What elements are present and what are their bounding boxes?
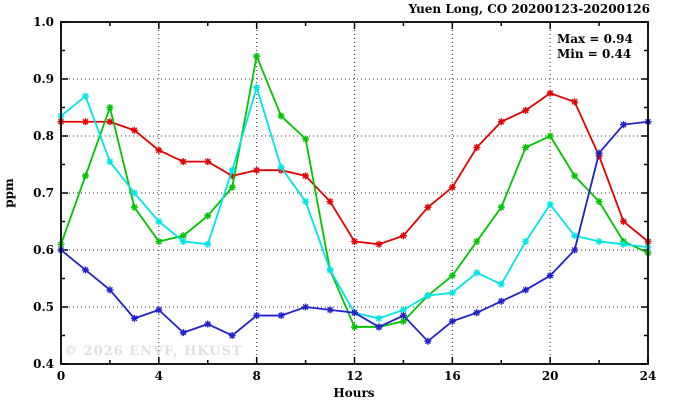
y-tick-label: 0.7	[33, 186, 54, 200]
x-tick-label: 4	[155, 369, 163, 383]
y-tick-label: 0.8	[33, 129, 54, 143]
series-red-markers	[57, 89, 652, 248]
min-annotation: Min = 0.44	[557, 47, 632, 61]
max-annotation: Max = 0.94	[557, 32, 633, 46]
series-blue-markers	[57, 118, 652, 345]
y-tick-label: 0.4	[33, 357, 54, 371]
x-tick-label: 24	[640, 369, 657, 383]
y-tick-label: 1.0	[33, 15, 54, 29]
x-tick-label: 20	[542, 369, 559, 383]
max-min-annotation: Max = 0.94 Min = 0.44	[557, 32, 633, 62]
x-axis-label: Hours	[333, 386, 375, 400]
y-tick-label: 0.9	[33, 72, 54, 86]
y-tick-label: 0.6	[33, 243, 54, 257]
y-axis-label: ppm	[2, 178, 16, 208]
chart-title: Yuen Long, CO 20200123-20200126	[408, 2, 650, 16]
y-tick-label: 0.5	[33, 300, 54, 314]
series-red-line	[61, 92, 649, 246]
series-cyan-markers	[57, 84, 652, 322]
x-tick-label: 12	[346, 369, 363, 383]
watermark: © 2026 ENVF, HKUST	[64, 344, 243, 359]
x-tick-label: 0	[57, 369, 65, 383]
x-tick-label: 16	[444, 369, 461, 383]
plot-frame	[60, 21, 649, 365]
x-tick-label: 8	[252, 369, 260, 383]
